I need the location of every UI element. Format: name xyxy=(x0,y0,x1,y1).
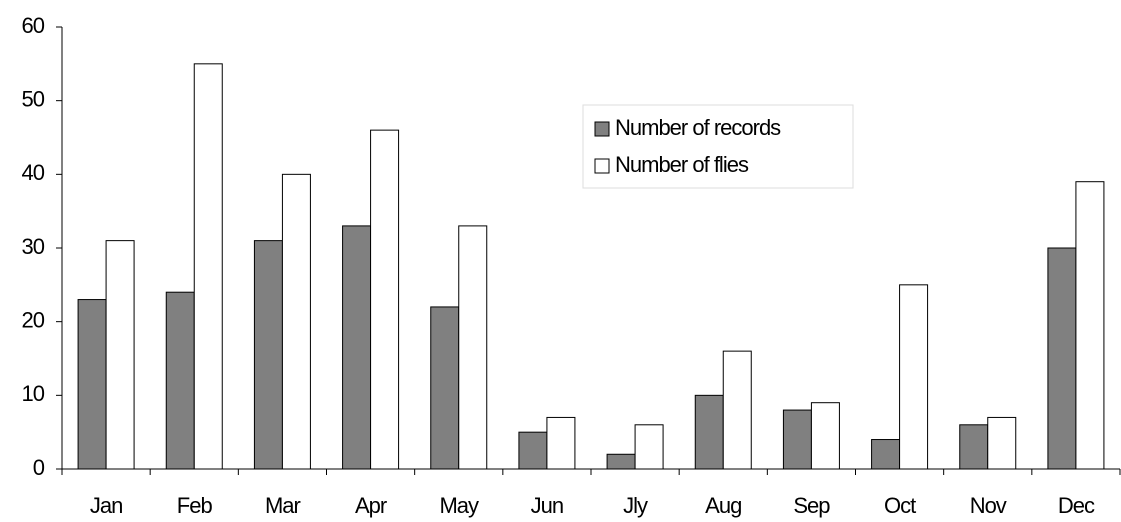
bar xyxy=(430,306,460,470)
x-tick-label: Jan xyxy=(90,493,122,518)
bar xyxy=(634,424,664,470)
bar xyxy=(105,240,135,470)
bar xyxy=(606,453,636,470)
bar xyxy=(959,424,989,470)
y-tick-label: 50 xyxy=(22,86,45,111)
bar xyxy=(782,409,812,470)
x-tick-label: Apr xyxy=(355,493,387,518)
x-tick-label: Aug xyxy=(705,493,741,518)
bar xyxy=(77,299,107,470)
y-tick-label: 20 xyxy=(22,307,45,332)
x-tick-label: Nov xyxy=(970,493,1007,518)
bar xyxy=(1047,247,1077,470)
bar xyxy=(165,291,195,470)
legend-swatch xyxy=(594,121,610,137)
bar xyxy=(871,439,901,470)
x-tick-label: Oct xyxy=(884,493,916,518)
legend-label: Number of flies xyxy=(615,152,749,177)
y-tick-label: 30 xyxy=(22,234,45,259)
bar xyxy=(694,394,724,470)
bar xyxy=(458,225,488,470)
bar xyxy=(546,416,576,470)
bar xyxy=(987,416,1017,470)
bar xyxy=(899,284,929,470)
y-tick-label: 60 xyxy=(22,13,45,38)
x-tick-label: Jly xyxy=(623,493,648,518)
bar xyxy=(281,173,311,470)
y-tick-label: 40 xyxy=(22,160,45,185)
legend-box xyxy=(582,104,854,189)
x-tick-label: May xyxy=(439,493,479,518)
bar xyxy=(253,240,283,470)
legend-label: Number of records xyxy=(615,115,781,140)
x-tick-label: Jun xyxy=(531,493,563,518)
bar xyxy=(193,63,223,470)
x-tick-label: Mar xyxy=(265,493,301,518)
y-tick-label: 0 xyxy=(33,455,45,480)
bar xyxy=(342,225,372,470)
x-tick-label: Dec xyxy=(1058,493,1095,518)
bar xyxy=(370,129,400,470)
x-tick-label: Feb xyxy=(177,493,213,518)
bar xyxy=(722,350,752,470)
x-tick-label: Sep xyxy=(793,493,830,518)
bar xyxy=(810,402,840,470)
bar xyxy=(518,431,548,470)
y-tick-label: 10 xyxy=(22,381,45,406)
bar xyxy=(1075,181,1105,470)
legend-swatch xyxy=(594,158,610,174)
